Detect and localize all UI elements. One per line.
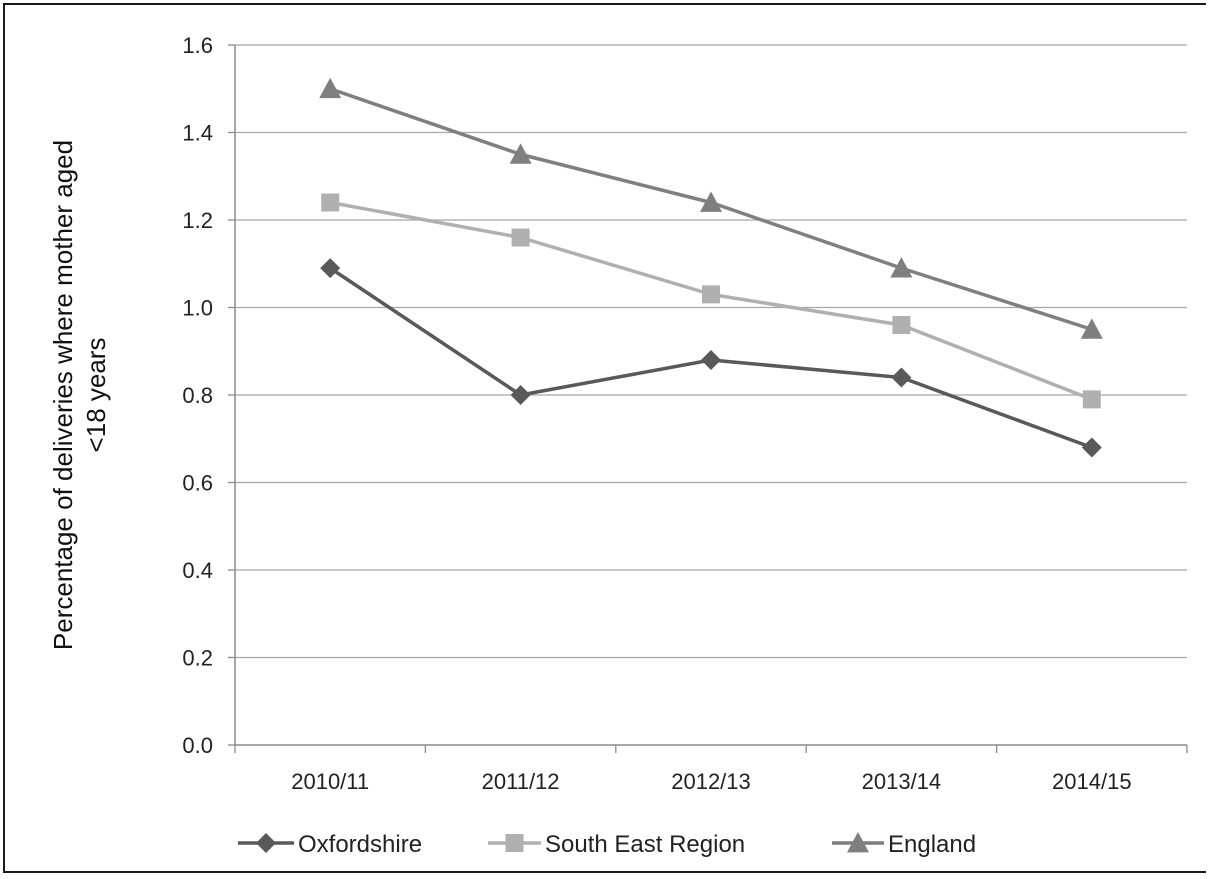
legend-item-oxfordshire: Oxfordshire (238, 831, 422, 858)
y-tick-label: 1.4 (182, 121, 213, 146)
legend-label-oxfordshire: Oxfordshire (298, 831, 422, 858)
gridlines (235, 44, 1187, 659)
point-england (509, 143, 532, 164)
point-england (1080, 318, 1103, 339)
legend-marker-england (847, 832, 869, 853)
chart-frame (3, 3, 1206, 873)
y-tick-label: 0.2 (182, 646, 213, 671)
axes (228, 44, 1188, 753)
point-england (890, 257, 913, 278)
legend: Oxfordshire South East Region England (238, 831, 976, 858)
y-tick-label: 0.6 (182, 471, 213, 496)
legend-label-england: England (888, 831, 976, 858)
point-south-east-region (321, 193, 340, 212)
y-axis-title-line-2: <18 years (81, 338, 111, 453)
y-tick-label: 0.8 (182, 383, 213, 408)
x-tick-label: 2014/15 (1052, 769, 1132, 794)
legend-marker-oxfordshire (256, 833, 276, 853)
point-oxfordshire (510, 385, 531, 405)
point-oxfordshire (320, 258, 341, 279)
legend-item-england: England (832, 831, 976, 858)
point-england (319, 77, 342, 99)
x-tick-label: 2010/11 (291, 769, 369, 794)
point-england (700, 191, 722, 212)
y-tick-label: 1.2 (182, 208, 213, 233)
y-tick-label: 0.0 (182, 733, 213, 758)
point-south-east-region (702, 285, 720, 304)
x-tick-label: 2011/12 (482, 769, 560, 794)
point-oxfordshire (701, 350, 721, 370)
point-oxfordshire (1081, 437, 1102, 458)
y-axis-title-line-1: Percentage of deliveries where mother ag… (48, 140, 78, 650)
point-south-east-region (892, 316, 911, 334)
y-tick-labels: 0.0 0.2 0.4 0.6 0.8 1.0 1.2 1.4 1.6 (182, 33, 213, 758)
y-tick-label: 1.6 (182, 33, 213, 58)
y-tick-label: 0.4 (182, 558, 213, 583)
point-south-east-region (1082, 390, 1101, 409)
x-tick-label: 2012/13 (671, 769, 751, 794)
point-south-east-region (511, 228, 530, 247)
legend-label-south-east-region: South East Region (545, 831, 745, 858)
x-tick-label: 2013/14 (862, 769, 942, 794)
series-group (319, 77, 1103, 458)
y-tick-label: 1.0 (182, 296, 213, 321)
x-tick-labels: 2010/11 2011/12 2012/13 2013/14 2014/15 (291, 769, 1131, 794)
point-oxfordshire (891, 367, 912, 388)
series-england (319, 77, 1103, 339)
legend-marker-south-east-region (505, 834, 524, 852)
legend-item-south-east-region: South East Region (488, 831, 745, 858)
series-south-east-region (321, 193, 1101, 409)
series-oxfordshire (320, 258, 1102, 458)
